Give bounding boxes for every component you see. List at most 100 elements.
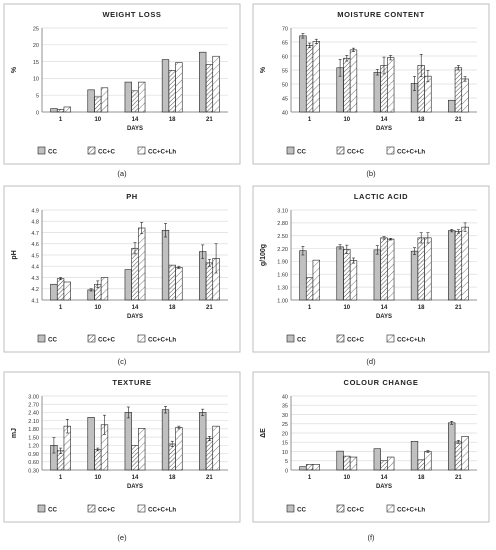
bar-cc-c-lh (100, 87, 109, 113)
legend-swatch (336, 146, 345, 155)
x-axis-label: DAYS (127, 484, 143, 490)
y-tick-label: 0 (36, 110, 39, 116)
bar-cc-c-lh (100, 277, 109, 301)
x-axis-label: DAYS (376, 126, 392, 132)
bar-cc-c (94, 449, 102, 471)
bar-cc-c (131, 90, 139, 113)
bar-cc-c-lh (387, 57, 395, 113)
y-tick-label: 70 (282, 26, 288, 32)
bar-cc-c-lh (63, 281, 71, 301)
bar-cc-c (454, 67, 463, 113)
x-tick-label: 10 (94, 305, 101, 311)
chart-panel: LACTIC ACID 1.00 1.30 1.60 1.90 2.20 2.50 2.80 3… (252, 185, 490, 366)
y-tick-label: 0.60 (28, 460, 39, 466)
legend-label: CC (48, 337, 57, 344)
bar-cc-c-lh (387, 456, 395, 471)
chart-panel: MOISTURE CONTENT 40 45 50 55 60 65 70% 1 10 14 18 21… (252, 3, 490, 178)
y-tick-label: 2.10 (28, 419, 39, 425)
legend-swatch (37, 334, 46, 343)
x-tick-label: 1 (308, 305, 312, 311)
legend-label: CC (48, 507, 57, 514)
bar-cc-c (343, 455, 351, 471)
bar-cc (299, 250, 307, 301)
x-tick-label: 1 (308, 117, 312, 123)
y-tick-label: 40 (282, 110, 288, 116)
x-axis-label: DAYS (127, 314, 143, 320)
bar-cc-c-lh (461, 226, 469, 301)
bar-cc (124, 269, 132, 301)
bar-cc-c-lh (212, 425, 220, 471)
bar-cc-c-lh (138, 227, 146, 301)
bar-cc-c (305, 277, 314, 301)
bar-cc (50, 283, 58, 301)
legend-swatch (37, 146, 46, 155)
y-tick-label: 1.80 (28, 427, 39, 433)
bar-cc-c (131, 247, 139, 301)
y-axis-label: % (11, 66, 18, 73)
legend-swatch (87, 504, 96, 513)
y-tick-label: 30 (282, 413, 288, 419)
x-tick-label: 10 (94, 475, 101, 481)
x-tick-label: 18 (169, 117, 176, 123)
bar-cc (373, 249, 381, 301)
y-tick-label: 55 (282, 68, 288, 74)
legend-label: CC+C+Lh (148, 149, 176, 156)
y-tick-label: 20 (282, 431, 288, 437)
legend-swatch (336, 334, 345, 343)
bar-cc-c (205, 64, 214, 113)
x-tick-label: 14 (132, 305, 139, 311)
bar-cc-c-lh (312, 259, 320, 301)
legend-label: CC+C+Lh (397, 149, 425, 156)
y-tick-label: 20 (33, 43, 39, 49)
y-tick-label: 1.60 (277, 273, 288, 279)
bar-cc (448, 99, 456, 113)
legend-swatch (37, 504, 46, 513)
legend-label: CC+C+Lh (148, 337, 176, 344)
bar-cc-c (94, 96, 102, 113)
bar-cc (410, 250, 419, 301)
y-axis-label: % (260, 66, 267, 73)
chart-panel: TEXTURE 0.30 0.60 0.90 1.20 1.50 1.80 2.10 2.40 2… (3, 371, 241, 542)
y-tick-label: 4.1 (31, 298, 39, 304)
legend-label: CC+C (98, 507, 116, 514)
bar-cc (448, 230, 456, 301)
y-axis-label: mJ (11, 428, 18, 438)
x-tick-label: 14 (132, 117, 139, 123)
x-tick-label: 10 (343, 305, 350, 311)
bar-cc-c-lh (387, 238, 395, 301)
chart-title: MOISTURE CONTENT (337, 10, 425, 19)
chart-title: COLOUR CHANGE (344, 378, 419, 387)
x-tick-label: 21 (455, 475, 462, 481)
bar-cc-c (380, 237, 388, 301)
bar-cc (299, 35, 307, 113)
bar-cc-c-lh (175, 427, 183, 471)
bar-cc (161, 59, 170, 113)
legend-swatch (286, 146, 295, 155)
chart-panel: COLOUR CHANGE 0 5 10 15 20 25 30 35 40 ΔE 1 10 14 18 21… (252, 371, 490, 542)
y-tick-label: 2.40 (28, 411, 39, 417)
bar-cc-c-lh (175, 62, 183, 113)
x-tick-label: 14 (132, 475, 139, 481)
bar-cc-c-lh (424, 237, 432, 301)
legend-label: CC (297, 149, 306, 156)
bar-cc-c (131, 445, 139, 471)
bar-cc-c (168, 443, 176, 471)
bar-cc-c-lh (349, 260, 358, 301)
x-tick-label: 21 (206, 117, 213, 123)
bar-cc-c (343, 57, 351, 113)
bar-cc (161, 229, 170, 301)
x-tick-label: 10 (94, 117, 101, 123)
chart-title: WEIGHT LOSS (102, 10, 161, 19)
y-tick-label: 4.5 (31, 253, 39, 259)
bar-cc (87, 289, 95, 301)
y-tick-label: 5 (285, 459, 288, 465)
x-tick-label: 14 (381, 475, 388, 481)
bar-cc-c-lh (175, 267, 183, 301)
bar-cc (124, 81, 132, 113)
x-tick-label: 10 (343, 117, 350, 123)
y-tick-label: 25 (33, 26, 39, 32)
bar-cc-c-lh (138, 81, 146, 113)
bar-cc (336, 450, 344, 471)
y-tick-label: 4.4 (31, 265, 39, 271)
bar-cc (336, 246, 344, 301)
